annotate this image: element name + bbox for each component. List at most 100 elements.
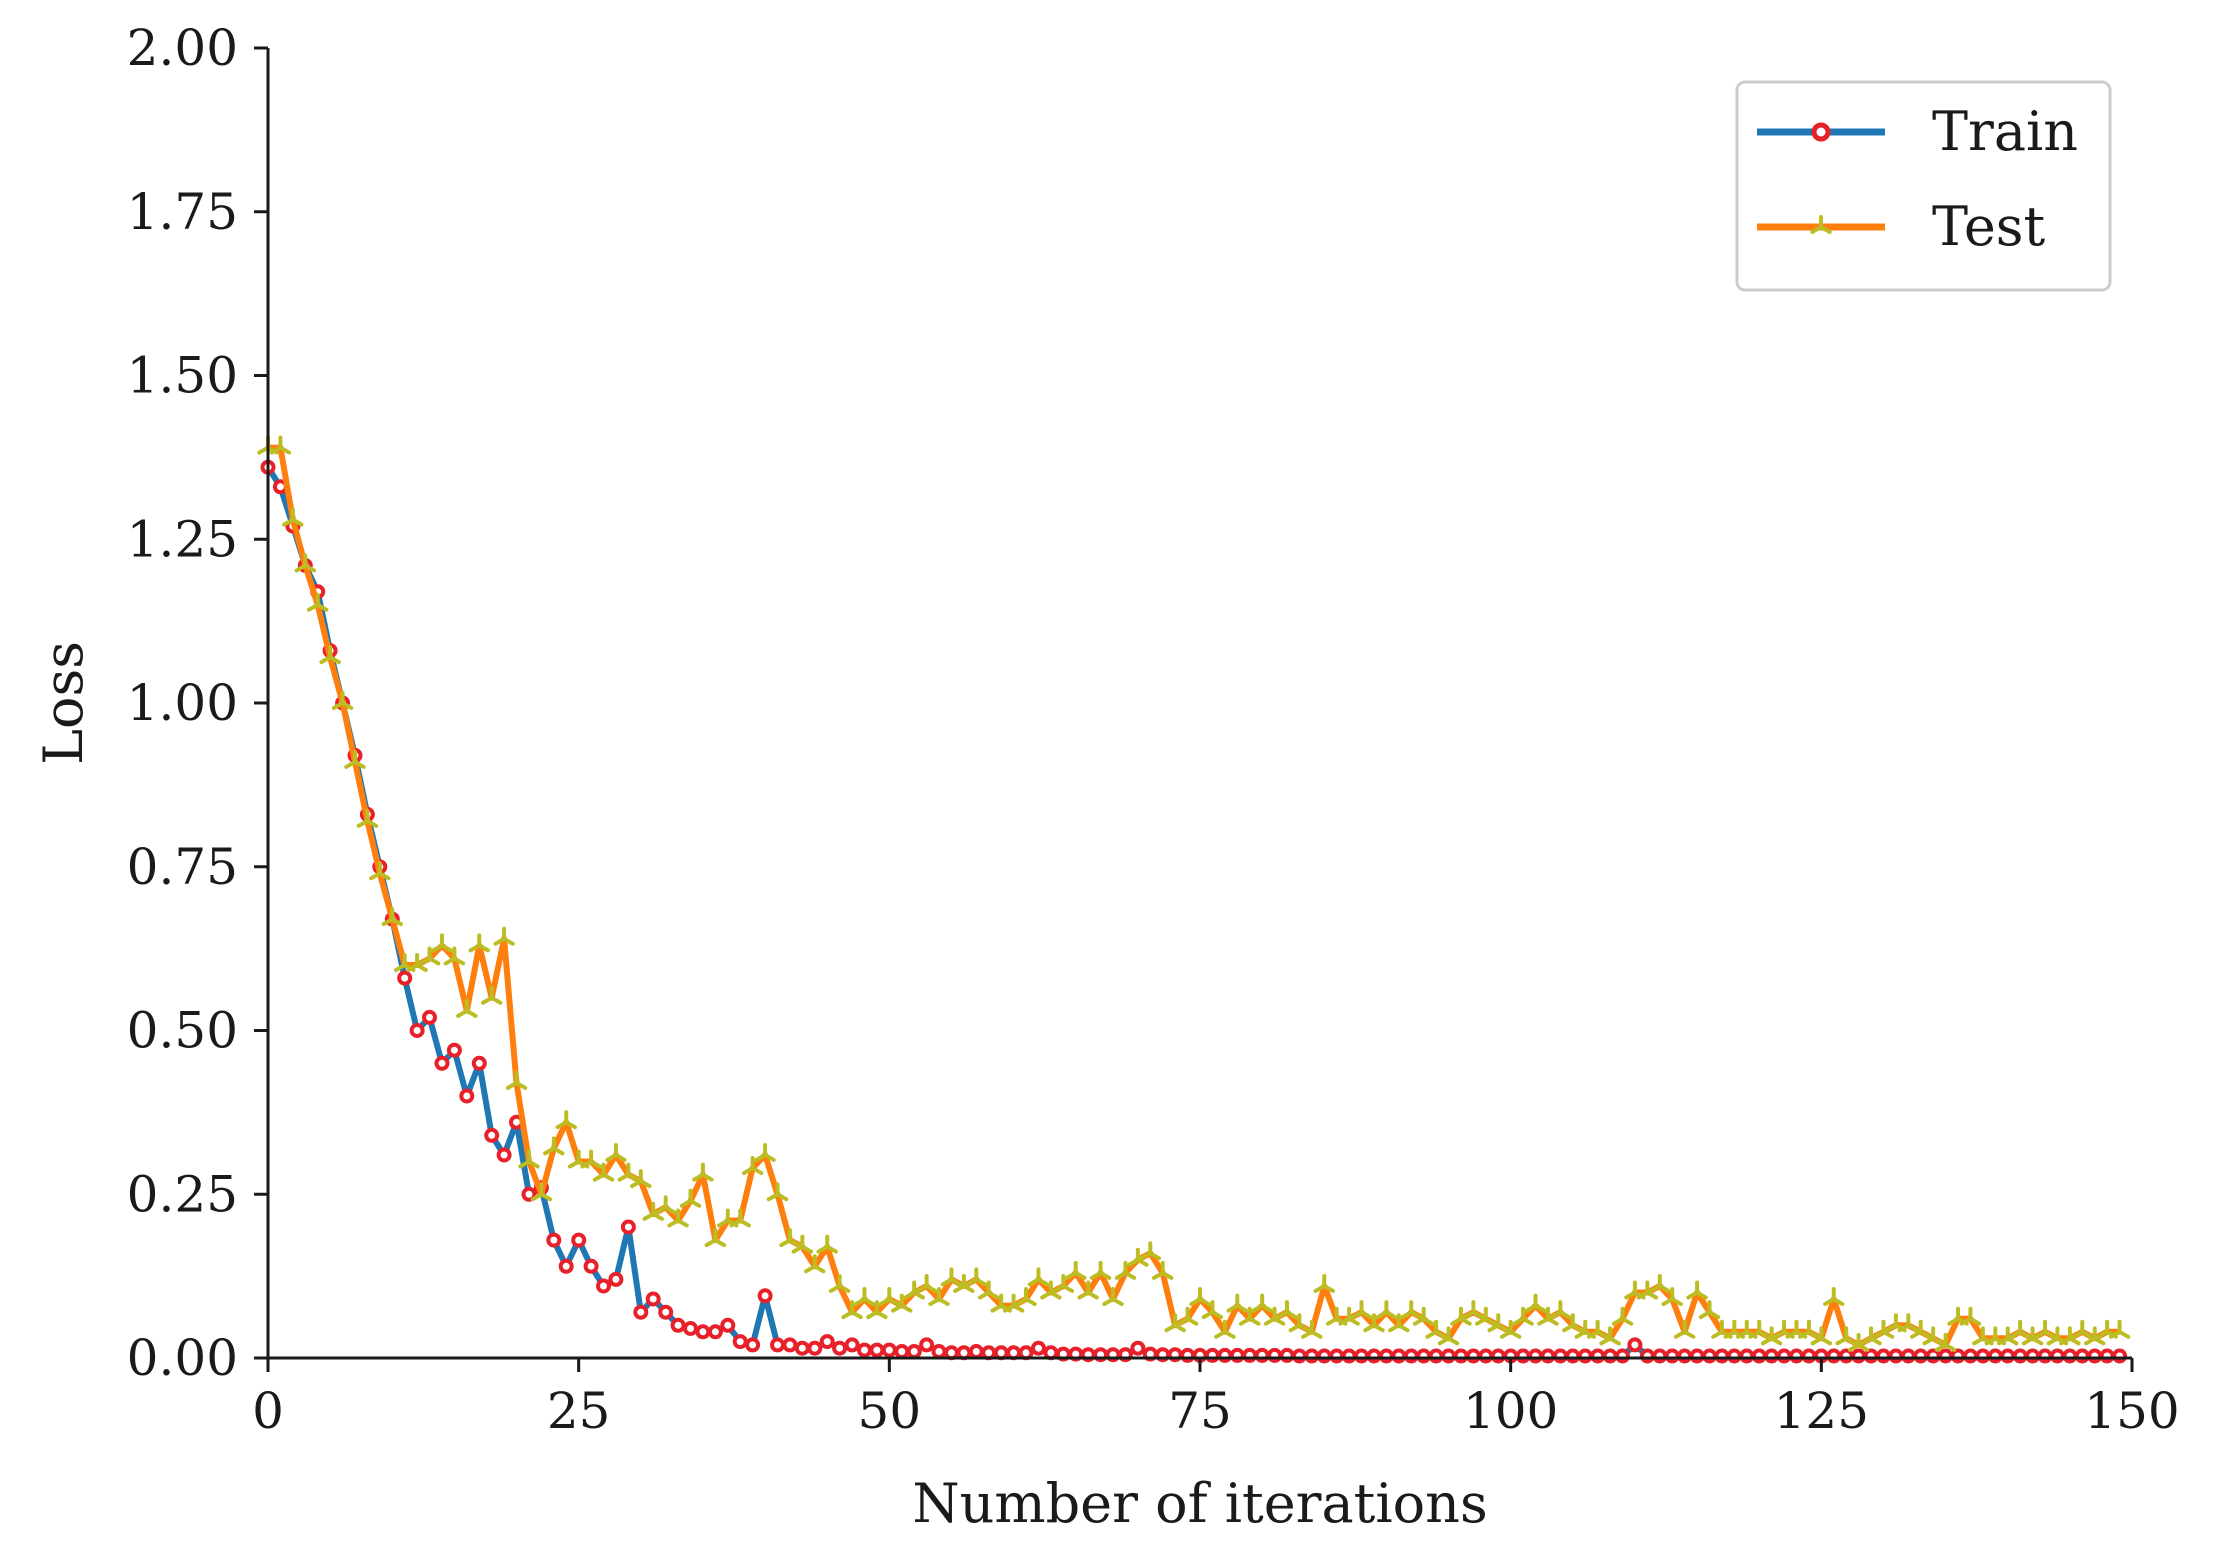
series-test-point-glyph — [1586, 1319, 1609, 1339]
series-train-point — [707, 1324, 723, 1340]
series-test-point — [1450, 1306, 1472, 1326]
series-test-point — [2059, 1326, 2081, 1346]
series-test-point-glyph — [1301, 1319, 1323, 1339]
series-test-point — [1189, 1287, 1211, 1307]
series-test-point — [369, 861, 391, 881]
series-train-point — [745, 1337, 761, 1353]
series-train-point — [894, 1344, 910, 1359]
series-test-point-glyph — [1997, 1326, 2019, 1346]
series-test-point-glyph — [1537, 1306, 1559, 1326]
series-test-point — [518, 1149, 540, 1169]
series-test-point — [2108, 1319, 2131, 1339]
series-test-point-glyph — [307, 592, 329, 612]
series-test-point — [356, 808, 379, 828]
series-test-point-glyph — [1226, 1293, 1248, 1313]
series-test-point — [1462, 1300, 1485, 1320]
series-test-point-glyph — [1835, 1326, 1857, 1346]
series-test-point — [754, 1142, 776, 1162]
series-test-point-glyph — [543, 1136, 565, 1156]
series-train-point — [1416, 1348, 1432, 1364]
series-train-point — [1403, 1348, 1419, 1364]
series-train-point — [1627, 1337, 1643, 1353]
series-test-point-glyph — [965, 1267, 988, 1287]
series-train-point — [1963, 1348, 1978, 1364]
series-train-point — [1776, 1348, 1792, 1364]
legend: Train Test — [1735, 80, 2112, 292]
series-train-point — [459, 1088, 475, 1104]
series-test-point-glyph — [2021, 1326, 2044, 1346]
series-test-point — [1872, 1319, 1895, 1339]
series-test-point-glyph — [1686, 1280, 1708, 1300]
series-test-point — [1897, 1313, 1920, 1333]
series-test-point-glyph — [1661, 1287, 1683, 1307]
series-train-point — [832, 1340, 848, 1356]
series-train-point — [1888, 1348, 1904, 1364]
series-train-line — [265, 465, 2120, 1359]
series-test-point — [1847, 1332, 1870, 1352]
series-test-point — [505, 1070, 528, 1090]
series-test-point — [630, 1169, 652, 1189]
series-test-point-glyph — [692, 1162, 714, 1182]
series-test-point-glyph — [1189, 1287, 1211, 1307]
series-train-point — [2062, 1348, 2078, 1364]
series-test-point — [667, 1208, 689, 1228]
series-train-point — [1391, 1348, 1407, 1364]
series-train-point — [968, 1344, 984, 1359]
series-test-point-glyph — [1462, 1300, 1485, 1320]
series-test-point-glyph — [1400, 1300, 1422, 1320]
series-train-point — [1552, 1348, 1568, 1364]
y-tick-label: 0.50 — [127, 1002, 238, 1060]
series-train-point — [1528, 1348, 1543, 1364]
series-test-point-glyph — [878, 1287, 901, 1307]
series-train-point — [422, 1009, 437, 1025]
series-test-point-glyph — [456, 998, 478, 1018]
series-train-point — [1801, 1348, 1817, 1364]
series-train-point — [1577, 1348, 1593, 1364]
series-test-point — [1226, 1293, 1248, 1313]
series-train-point — [1925, 1348, 1941, 1364]
series-test-point — [965, 1267, 988, 1287]
series-test-point-glyph — [1450, 1306, 1472, 1326]
series-train-point — [906, 1344, 922, 1359]
series-train-point — [1565, 1348, 1581, 1364]
series-train-point — [1838, 1348, 1854, 1364]
series-train-point — [1639, 1348, 1655, 1364]
series-test-point — [381, 907, 403, 927]
series-train-point — [1465, 1348, 1481, 1364]
series-test-point-glyph — [319, 645, 341, 665]
series-test-point — [1375, 1300, 1398, 1320]
series-test-point-glyph — [1214, 1319, 1236, 1339]
series-test-point — [1176, 1306, 1199, 1326]
series-test-point-glyph — [679, 1188, 702, 1208]
series-test-point — [953, 1273, 975, 1293]
series-test-point — [418, 946, 441, 966]
series-test-point-glyph — [1562, 1313, 1584, 1333]
series-test-point-glyph — [1611, 1306, 1634, 1326]
y-axis-label: Loss — [32, 641, 95, 765]
y-axis-ticks: 0.00 0.25 0.50 0.75 1.00 1.25 1.50 1.75 2.00 — [127, 19, 268, 1387]
series-train-point — [919, 1337, 935, 1353]
series-test-point — [1636, 1280, 1659, 1300]
series-train-point — [434, 1055, 450, 1071]
series-test-point-glyph — [667, 1208, 689, 1228]
series-test-point-glyph — [605, 1142, 627, 1162]
series-train-point — [1130, 1340, 1146, 1356]
series-train-point — [1478, 1348, 1494, 1364]
series-test-point — [555, 1110, 577, 1130]
series-test-point-glyph — [841, 1300, 863, 1320]
series-test-point — [1661, 1287, 1683, 1307]
series-test-point-glyph — [1002, 1293, 1025, 1313]
series-test-point — [456, 998, 478, 1018]
series-test-point — [1686, 1280, 1708, 1300]
series-train-point — [794, 1340, 810, 1356]
series-train-point — [583, 1258, 599, 1274]
series-test-point — [978, 1280, 1000, 1300]
series-test-point — [891, 1293, 913, 1313]
series-test-point — [1388, 1313, 1410, 1333]
series-test-point-glyph — [505, 1070, 528, 1090]
series-test-point — [543, 1136, 565, 1156]
x-tick-label: 125 — [1774, 1382, 1869, 1440]
series-test-point-glyph — [555, 1110, 577, 1130]
series-test-point-glyph — [915, 1273, 938, 1293]
